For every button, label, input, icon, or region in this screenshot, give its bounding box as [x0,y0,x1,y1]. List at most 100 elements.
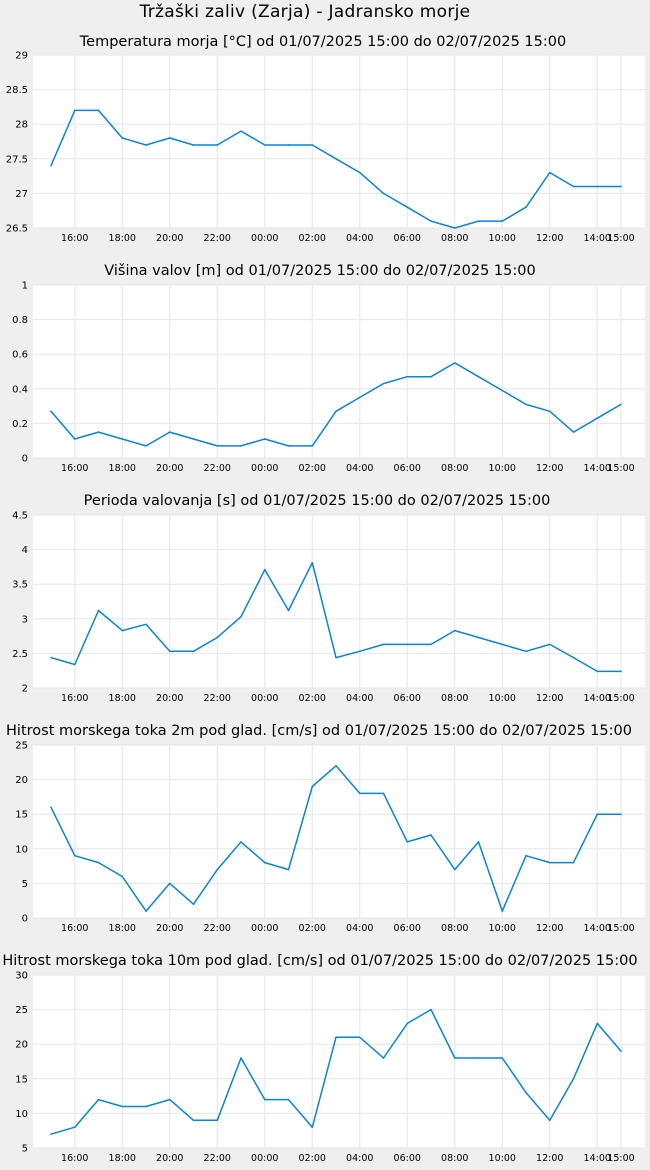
y-tick-label: 30 [15,971,28,982]
data-point [572,656,575,659]
y-tick-label: 10 [15,1109,28,1120]
x-tick-label: 06:00 [394,1153,421,1164]
data-point [287,1098,290,1101]
x-tick-label: 22:00 [204,233,231,244]
data-point [263,144,266,146]
x-tick-label: 00:00 [251,923,278,934]
data-point [477,636,480,639]
data-point [145,1105,147,1108]
data-point [406,375,409,378]
page-title: Tržaški zaliv (Zarja) - Jadransko morje [139,2,471,22]
data-point [263,861,266,864]
chart-title: Hitrost morskega toka 10m pod glad. [cm/… [2,953,637,969]
data-point [263,568,266,571]
data-point [620,813,622,815]
data-point [501,643,504,646]
x-tick-label: 20:00 [156,233,183,244]
data-point [335,764,337,767]
data-point [620,403,622,406]
data-point [121,137,124,139]
data-point [525,403,527,406]
data-point [311,561,314,564]
x-tick-label: 16:00 [61,233,88,244]
data-point [501,1057,504,1059]
data-point [192,1119,195,1122]
x-tick-label: 04:00 [346,1153,373,1164]
plot-area [33,515,645,688]
x-tick-label: 18:00 [109,463,136,474]
x-tick-label: 18:00 [109,923,136,934]
data-point [572,431,575,433]
data-point [525,854,527,857]
data-point [192,903,195,905]
data-point [406,841,409,843]
data-point [501,220,504,222]
data-point [572,1078,575,1080]
data-point [168,882,171,885]
x-tick-label: 06:00 [394,463,421,474]
y-tick-label: 20 [15,775,28,786]
data-point [216,636,219,639]
data-point [263,1098,266,1101]
data-point [596,417,599,420]
data-point [430,643,432,646]
x-tick-label: 06:00 [394,233,421,244]
x-tick-label: 16:00 [61,463,88,474]
data-point [525,650,527,653]
data-point [596,813,599,815]
y-tick-label: 0 [22,454,28,465]
y-tick-label: 5 [22,1144,28,1155]
y-tick-label: 20 [15,1040,28,1051]
x-tick-label: 16:00 [61,693,88,704]
data-point [572,861,575,864]
data-point [168,431,171,433]
data-point [287,445,290,447]
data-point [501,910,504,912]
data-point [240,130,242,132]
data-point [525,206,527,209]
data-point [97,861,100,864]
x-tick-label: 14:00 [584,1153,611,1164]
plot-area [33,285,645,458]
y-tick-label: 27.5 [6,154,28,165]
data-point [240,1057,242,1059]
data-point [358,650,361,653]
x-tick-label: 04:00 [346,233,373,244]
data-point [358,396,361,399]
x-tick-label: 10:00 [489,923,516,934]
x-tick-label: 10:00 [489,233,516,244]
y-tick-label: 0.2 [12,419,28,430]
x-tick-label: 02:00 [299,1153,326,1164]
x-tick-label: 14:00 [584,463,611,474]
data-point [525,1091,527,1094]
x-tick-label: 10:00 [489,1153,516,1164]
x-tick-label: 18:00 [109,693,136,704]
y-tick-label: 0.8 [12,315,28,326]
x-tick-label: 06:00 [394,693,421,704]
data-point [216,445,219,447]
x-tick-label: 00:00 [251,1153,278,1164]
y-tick-label: 25 [15,1005,28,1016]
data-point [168,650,171,653]
chart-1: 26.5 27 27.5 28 28.5 29 16:00 18:00 20:00 22:00 00… [6,34,645,244]
x-tick-label: 20:00 [156,693,183,704]
data-point [145,144,147,146]
data-point [240,841,242,843]
data-point [477,375,480,378]
data-point [145,445,147,447]
data-point [548,861,551,864]
x-tick-label: 16:00 [61,923,88,934]
chart-title: Višina valov [m] od 01/07/2025 15:00 do … [104,263,535,279]
y-tick-label: 2 [22,684,28,695]
data-point [596,185,599,188]
data-point [50,164,52,167]
data-point [477,841,480,843]
chart-2: 0 0.2 0.4 0.6 0.8 1 16:00 18:00 20:00 22:00 00:00 0… [12,263,645,474]
x-tick-label: 12:00 [536,233,563,244]
data-point [311,1126,314,1129]
data-point [145,623,147,626]
data-point [335,656,337,659]
chart-5: 5 10 15 20 25 30 16:00 18:00 20:00 22:00 00:00 02:0… [2,953,645,1164]
x-tick-label: 02:00 [299,923,326,934]
